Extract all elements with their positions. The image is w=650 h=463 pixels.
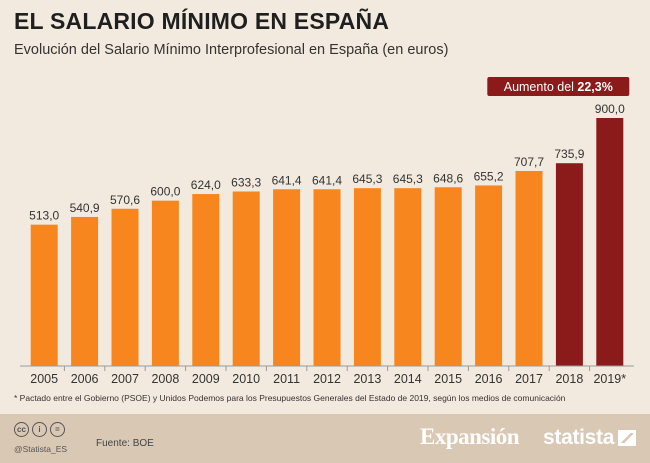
value-label: 645,3 [352,172,382,186]
value-label: 900,0 [595,102,625,116]
value-label: 641,4 [272,173,302,187]
equals-icon[interactable]: = [50,422,65,437]
bar-2017 [515,170,543,366]
expansion-logo[interactable]: Expansión [420,424,520,449]
statista-logo[interactable]: statista [543,426,615,449]
value-label: 633,3 [231,175,261,189]
bar-2018 [555,163,583,366]
x-tick-label: 2006 [71,372,99,386]
statista-mark-icon [618,430,636,446]
bar-chart: 513,0 2005 540,9 2006 570,6 2007 600,0 2008 624,… [20,77,634,386]
increase-callout: Aumento del 22,3% [487,77,630,96]
x-tick-label: 2010 [232,372,260,386]
chart-subtitle: Evolución del Salario Mínimo Interprofes… [14,42,449,58]
license-icons: cc i = [14,422,65,437]
by-icon[interactable]: i [32,422,47,437]
bar-2015 [434,187,462,366]
value-label: 540,9 [70,201,100,215]
twitter-handle[interactable]: @Statista_ES [14,444,68,454]
source-label: Fuente: BOE [96,438,154,449]
bar-2007 [111,208,139,366]
callout-text: Aumento del 22,3% [504,80,613,94]
bar-2013 [353,188,381,366]
x-tick-label: 2012 [313,372,341,386]
value-label: 624,0 [191,178,221,192]
x-tick-label: 2017 [515,372,543,386]
value-label: 735,9 [554,147,584,161]
footer: cc i = @Statista_ES Fuente: BOE Expansió… [0,414,650,463]
bar-2010 [232,191,260,366]
value-label: 513,0 [29,209,59,223]
value-label: 641,4 [312,173,342,187]
x-tick-label: 2015 [434,372,462,386]
bar-2005 [30,224,58,366]
x-tick-label: 2013 [353,372,381,386]
value-label: 648,6 [433,171,463,185]
value-label: 655,2 [474,169,504,183]
cc-icon[interactable]: cc [14,422,29,437]
value-label: 570,6 [110,193,140,207]
x-tick-label: 2016 [475,372,503,386]
bar-2006 [71,216,99,366]
bar-2012 [313,189,341,366]
chart-title: EL SALARIO MÍNIMO EN ESPAÑA [14,8,390,34]
bar-2019 [596,118,624,366]
x-tick-label: 2008 [151,372,179,386]
x-tick-label: 2018 [555,372,583,386]
footnote: * Pactado entre el Gobierno (PSOE) y Uni… [14,393,566,403]
value-label: 600,0 [150,185,180,199]
bar-2009 [192,194,220,366]
bar-2011 [273,189,301,366]
value-label: 645,3 [393,172,423,186]
value-label: 707,7 [514,155,544,169]
bar-2016 [475,185,503,366]
callout-box [487,77,630,96]
bar-2008 [151,200,179,366]
x-tick-label: 2005 [30,372,58,386]
x-tick-label: 2011 [273,372,300,386]
x-tick-label: 2019* [593,372,626,386]
x-tick-label: 2014 [394,372,422,386]
x-tick-label: 2007 [111,372,139,386]
x-tick-label: 2009 [192,372,220,386]
bar-2014 [394,188,422,366]
